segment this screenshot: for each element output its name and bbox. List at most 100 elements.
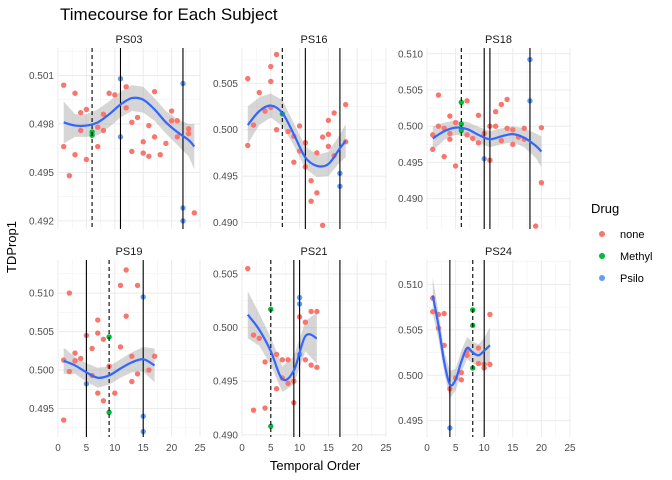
data-point-none [100,336,107,342]
x-tick-label: 25 [564,443,576,454]
data-point-none [117,344,124,350]
y-tick-label: 0.501 [29,71,54,82]
data-point-none [185,126,192,132]
data-point-none [475,360,482,367]
strip-label: PS24 [485,246,512,258]
data-point-methyl [106,409,112,416]
data-point-none [83,106,90,113]
strip-label: PS18 [485,34,512,46]
panel-ps03: PS03 0.492 0.495 0.498 0.501 [29,34,201,229]
y-tick-label: 0.505 [213,269,238,280]
data-point-none [273,51,280,58]
x-tick-label: 20 [536,443,548,454]
data-point-none [447,136,453,142]
data-point-none [95,330,101,336]
data-point-none [273,126,280,133]
y-tick-label: 0.500 [398,122,423,133]
data-point-none [95,124,101,130]
data-point-none [538,124,545,131]
data-point-none [458,377,465,383]
smooth-line [63,96,196,148]
data-point-methyl [458,99,465,106]
data-point-none [268,63,274,70]
y-tick-label: 0.495 [29,168,54,179]
data-point-none [314,150,320,156]
y-tick-label: 0.505 [29,327,54,338]
y-tick-label: 0.505 [398,325,423,336]
data-point-none [521,125,527,132]
strip-label: PS16 [301,34,328,46]
data-point-none [72,358,78,364]
data-point-none [441,153,447,160]
data-point-none [291,159,297,165]
x-tick-label: 0 [239,443,245,454]
data-point-none [504,125,510,132]
y-tick-label: 0.490 [213,218,238,229]
y-tick-label: 0.495 [29,404,54,415]
data-point-none [538,179,545,186]
data-point-none [95,317,101,323]
data-point-none [430,146,436,153]
legend-label-psilo: Psilo [620,273,644,285]
data-point-none [72,90,78,96]
data-point-none [314,190,320,196]
data-point-none [60,82,67,88]
data-point-none [250,407,257,413]
data-point-none [314,364,320,370]
data-point-none [331,110,337,116]
data-point-none [134,114,141,121]
data-point-methyl [106,334,112,340]
legend-label-methyl: Methyl [620,251,652,263]
data-point-none [314,308,320,315]
data-point-none [492,123,499,129]
x-tick-label: 10 [294,443,306,454]
data-point-none [532,223,539,229]
y-tick-label: 0.495 [398,158,423,169]
data-point-methyl [458,127,465,134]
data-point-none [487,311,493,318]
x-tick-label: 5 [268,443,274,454]
data-point-none [78,109,84,116]
data-point-none [273,351,280,358]
x-tick-label: 10 [109,443,121,454]
data-point-none [100,398,107,404]
data-point-none [123,313,129,319]
data-point-none [95,390,101,396]
data-point-none [504,96,510,103]
data-point-none [100,111,107,117]
data-point-none [168,108,175,114]
y-tick-label: 0.510 [398,49,423,60]
x-tick-label: 5 [84,443,90,454]
data-point-methyl [268,423,274,429]
data-point-none [492,109,499,115]
panel-ps19: PS19 0.495 0.500 0.505 0.510 0 5 10 15 20 25 [29,246,206,454]
data-point-none [441,310,447,317]
data-point-none [140,150,146,156]
data-point-none [302,357,309,363]
data-point-none [112,390,118,396]
data-point-none [140,139,146,145]
data-point-none [464,98,470,104]
data-point-none [470,135,476,142]
x-tick-label: 0 [55,443,61,454]
data-point-none [66,172,73,179]
data-point-none [83,156,90,163]
data-point-none [447,130,453,137]
x-tick-label: 5 [453,443,459,454]
data-point-none [129,119,135,126]
data-point-none [325,143,332,150]
legend-label-none: none [620,229,644,241]
data-point-none [245,75,251,82]
data-point-none [262,359,268,365]
data-point-none [452,163,459,169]
data-point-none [174,118,180,124]
data-point-none [129,378,135,385]
legend-key-psilo [599,275,605,281]
data-point-none [262,405,268,411]
legend-title: Drug [591,201,619,216]
x-tick-label: 25 [194,443,206,454]
data-point-none [256,335,262,342]
data-point-none [430,309,436,315]
data-point-none [112,92,118,98]
